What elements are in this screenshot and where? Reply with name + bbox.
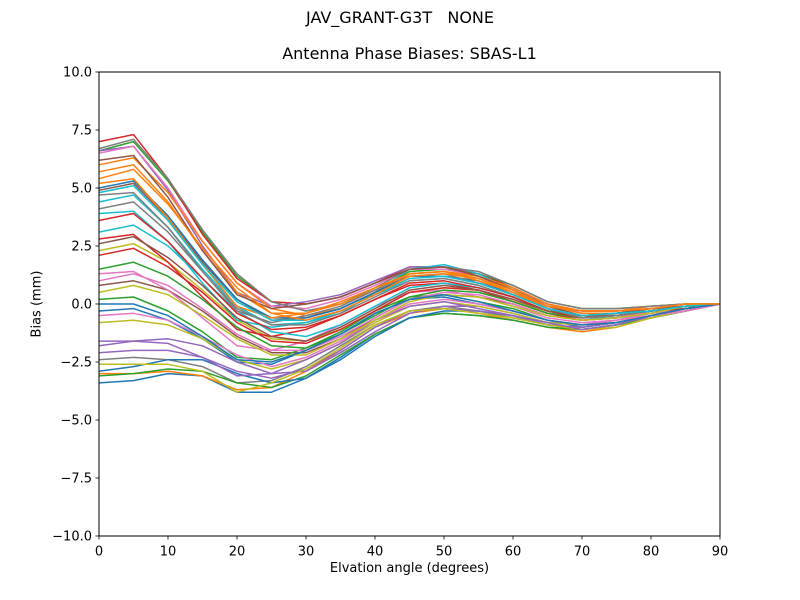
series-line: [98, 164, 721, 315]
x-tick-label: 70: [574, 545, 591, 560]
series-line: [98, 191, 721, 324]
y-tick-label: −2.5: [60, 356, 92, 371]
series-line: [98, 184, 721, 321]
y-tick-label: −5.0: [60, 414, 92, 429]
x-tick-label: 30: [298, 545, 315, 560]
x-tick-label: 20: [229, 545, 246, 560]
y-tick-label: 2.5: [71, 240, 92, 255]
x-tick-label: 50: [436, 545, 453, 560]
axes-title: Antenna Phase Biases: SBAS-L1: [282, 44, 537, 63]
x-tick-label: 90: [712, 545, 729, 560]
y-tick-label: 7.5: [71, 124, 92, 139]
series-line: [99, 303, 721, 393]
x-tick-label: 10: [160, 545, 177, 560]
x-tick-label: 80: [643, 545, 660, 560]
y-axis-label: Bias (mm): [29, 270, 45, 338]
series-line: [98, 284, 721, 356]
x-axis-label: Elvation angle (degrees): [329, 561, 490, 576]
y-tick-label: −10.0: [52, 530, 92, 545]
y-axis-ticks: 10.0 7.5 5.0 2.5 0.0 −2.5 −5.0 −7.5 −10.0: [52, 66, 99, 545]
line-series: [98, 133, 721, 393]
x-tick-label: 40: [367, 545, 384, 560]
y-tick-label: −7.5: [60, 472, 92, 487]
series-line: [98, 168, 720, 321]
y-tick-label: 10.0: [63, 66, 92, 81]
y-tick-label: 0.0: [71, 298, 92, 313]
x-tick-label: 0: [95, 545, 103, 560]
x-axis-ticks: 0 10 20 30 40 50 60 70 80 90: [95, 536, 728, 560]
series-line: [98, 247, 721, 345]
series-line: [99, 300, 721, 377]
y-tick-label: 5.0: [71, 182, 92, 197]
figure-suptitle: JAV_GRANT-G3T NONE: [306, 8, 494, 27]
series-line: [99, 293, 721, 363]
x-tick-label: 60: [505, 545, 522, 560]
